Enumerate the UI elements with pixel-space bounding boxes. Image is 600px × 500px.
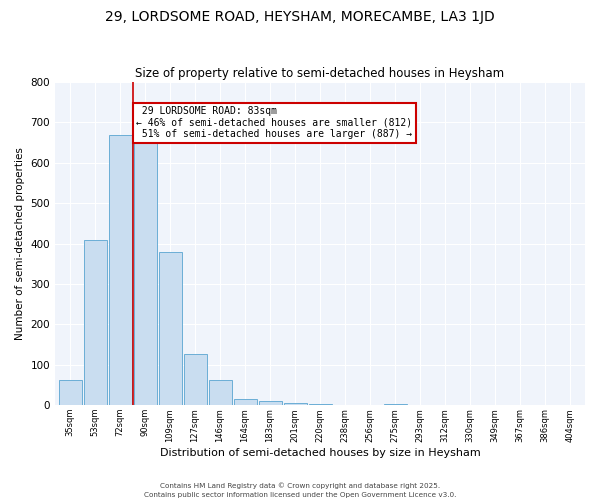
Text: 29 LORDSOME ROAD: 83sqm
← 46% of semi-detached houses are smaller (812)
 51% of : 29 LORDSOME ROAD: 83sqm ← 46% of semi-de… [136,106,412,140]
Bar [158,252,182,405]
Bar [134,134,157,405]
Bar [284,402,307,405]
Y-axis label: Number of semi-detached properties: Number of semi-detached properties [15,147,25,340]
Bar [184,354,206,405]
Bar [383,404,407,405]
Bar [209,380,232,405]
Bar [308,404,332,405]
Title: Size of property relative to semi-detached houses in Heysham: Size of property relative to semi-detach… [136,66,505,80]
Bar [59,380,82,405]
Bar [83,240,107,405]
Text: Contains HM Land Registry data © Crown copyright and database right 2025.: Contains HM Land Registry data © Crown c… [160,482,440,489]
Text: Contains public sector information licensed under the Open Government Licence v3: Contains public sector information licen… [144,492,456,498]
Bar [109,134,131,405]
Text: 29, LORDSOME ROAD, HEYSHAM, MORECAMBE, LA3 1JD: 29, LORDSOME ROAD, HEYSHAM, MORECAMBE, L… [105,10,495,24]
Bar [259,401,281,405]
Bar [233,399,257,405]
X-axis label: Distribution of semi-detached houses by size in Heysham: Distribution of semi-detached houses by … [160,448,481,458]
